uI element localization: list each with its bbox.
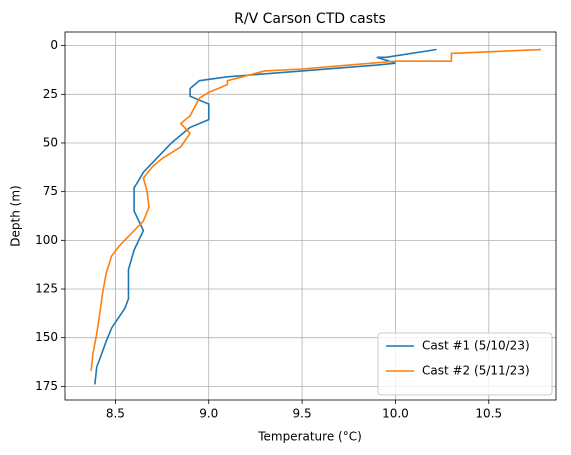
y-axis-label: Depth (m) [9,185,23,246]
y-tick-label: 0 [50,38,58,52]
legend: Cast #1 (5/10/23) Cast #2 (5/11/23) [377,332,553,396]
x-tick-label: 8.5 [106,407,125,421]
legend-label: Cast #1 (5/10/23) [422,339,530,353]
x-tick-label: 9.0 [199,407,218,421]
chart-title: R/V Carson CTD casts [234,11,386,27]
y-tick-label: 25 [43,87,58,101]
y-tick-label: 175 [35,379,58,393]
data-line [94,48,437,385]
legend-label: Cast #2 (5/11/23) [422,364,530,378]
x-tick-label: 10.0 [382,407,409,421]
plot-frame [64,31,557,401]
y-tick-label: 75 [43,184,58,198]
legend-box [377,332,553,396]
y-tick-label: 100 [35,233,58,247]
x-tick-label: 10.5 [475,407,502,421]
y-tick-label: 125 [35,282,58,296]
data-line [90,48,542,371]
x-tick-label: 9.5 [293,407,312,421]
y-tick-label: 50 [43,135,58,149]
x-axis-label: Temperature (°C) [257,430,362,444]
y-tick-label: 150 [35,330,58,344]
